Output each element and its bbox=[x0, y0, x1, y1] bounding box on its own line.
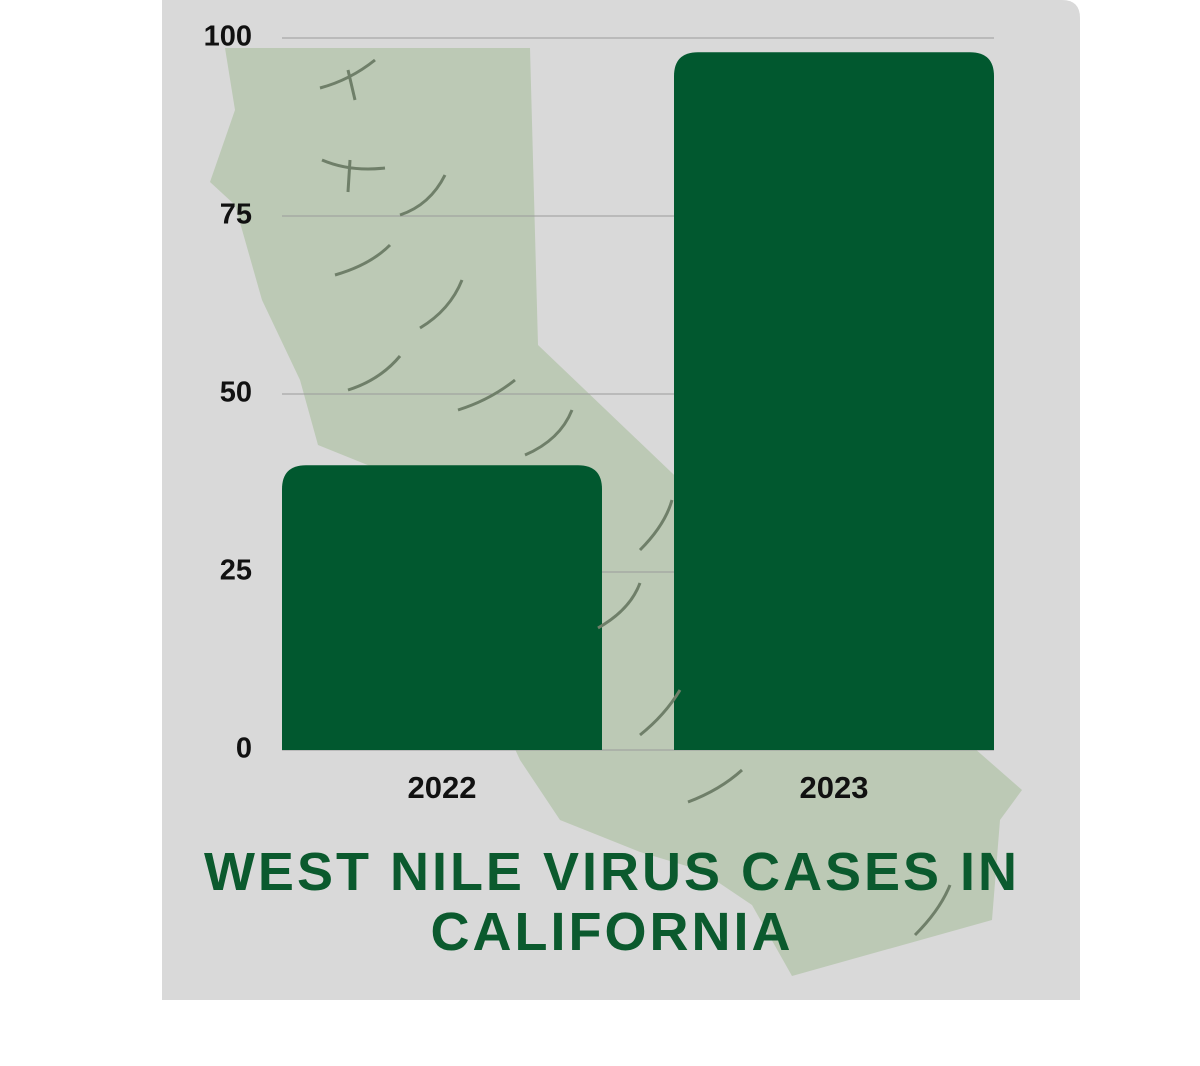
chart-title: WEST NILE VIRUS CASES IN CALIFORNIA bbox=[203, 842, 1021, 962]
mosquito-decor bbox=[319, 58, 952, 937]
y-tick-label: 25 bbox=[220, 555, 252, 587]
y-tick-label: 0 bbox=[236, 733, 252, 765]
x-tick-label: 2022 bbox=[408, 770, 477, 805]
y-tick-label: 75 bbox=[220, 199, 252, 231]
x-tick-label: 2023 bbox=[800, 770, 869, 805]
y-tick-label: 100 bbox=[204, 21, 252, 53]
bar bbox=[282, 465, 602, 750]
bar bbox=[674, 52, 994, 751]
y-tick-label: 50 bbox=[220, 377, 252, 409]
